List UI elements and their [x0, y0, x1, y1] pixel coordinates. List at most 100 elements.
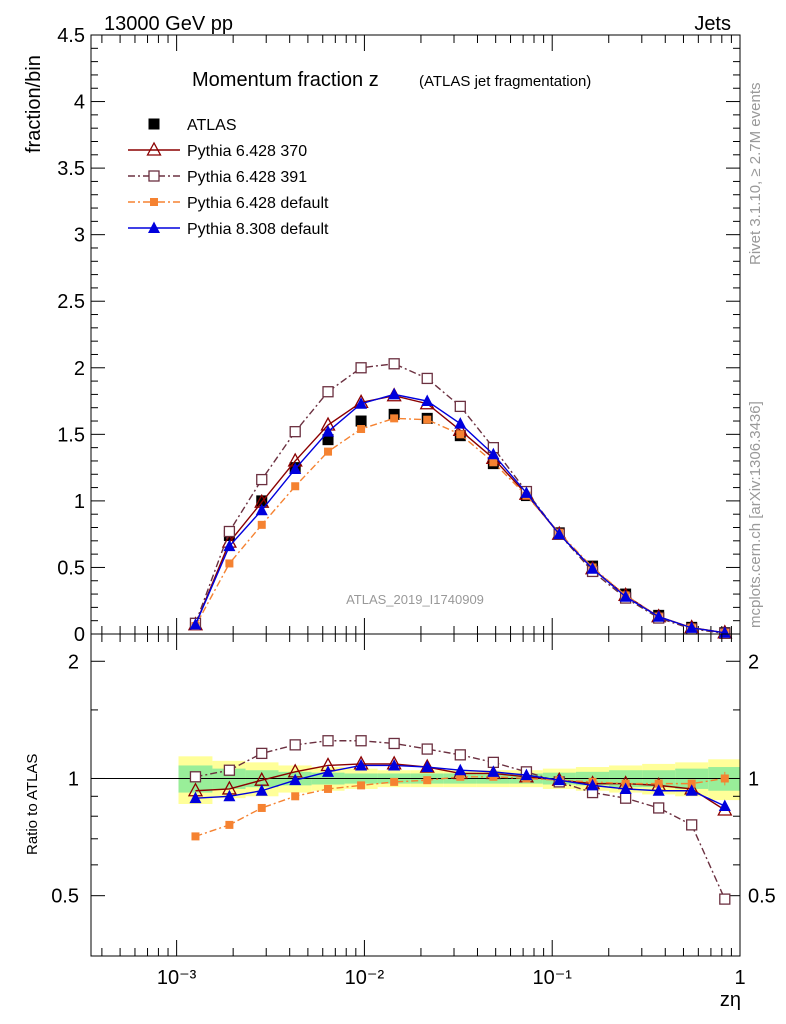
legend: ATLAS Pythia 6.428 370 Pythia 6.428 391 Pyt…	[128, 117, 329, 238]
ratio-data-point	[619, 792, 632, 804]
data-point	[454, 400, 466, 413]
main-y-axis: 0 0.5 1 1.5 2 2.5 3 3.5 4 4.5	[57, 25, 740, 646]
legend-label: Pythia 8.308 default	[187, 221, 329, 238]
main-y-tick-label: 1.5	[57, 424, 85, 446]
data-point	[223, 525, 236, 538]
ratio-data-point	[520, 768, 533, 781]
ratio-panel: 0.5 0.51 12 2 10⁻³ 10⁻² 10⁻¹ 1 Ratio to ATLAS …	[24, 633, 776, 1011]
watermark: ATLAS_2019_I1740909	[346, 592, 484, 607]
data-point	[586, 562, 599, 574]
ratio-data-point	[257, 803, 266, 812]
data-point	[289, 462, 302, 474]
ratio-x-axis: 10⁻³ 10⁻² 10⁻¹ 1	[101, 634, 746, 989]
main-y-tick-label: 3.5	[57, 158, 85, 180]
data-point	[257, 520, 266, 529]
data-point	[189, 618, 202, 630]
ratio-data-point	[191, 832, 200, 841]
data-point	[423, 415, 432, 424]
data-point	[256, 495, 268, 507]
x-tick-label: 10⁻¹	[532, 967, 572, 989]
ratio-data-point	[619, 782, 632, 794]
data-point	[223, 539, 236, 552]
ratio-y-axis-label: Ratio to ATLAS	[24, 754, 41, 855]
data-point	[421, 394, 434, 407]
ratio-data-point	[553, 773, 566, 786]
ratio-data-point	[586, 778, 599, 791]
main-y-tick-label: 3	[74, 225, 85, 247]
main-y-tick-label: 0.5	[57, 557, 85, 579]
main-y-tick-label: 4.5	[57, 25, 85, 47]
ratio-data-point	[652, 784, 665, 796]
chart-title: Momentum fraction z	[192, 69, 379, 91]
data-point	[322, 434, 334, 446]
data-point	[421, 372, 433, 385]
legend-label: Pythia 6.428 370	[187, 143, 307, 160]
ratio-data-point	[189, 791, 202, 804]
ratio-data-point	[719, 893, 731, 905]
ratio-data-point	[223, 764, 236, 776]
main-y-tick-label: 4	[74, 92, 85, 114]
ratio-data-point	[322, 735, 334, 747]
x-tick-label: 10⁻³	[157, 967, 197, 989]
data-point	[456, 430, 465, 439]
main-series-group	[187, 358, 733, 639]
ratio-data-point	[289, 773, 302, 786]
ratio-series-group	[187, 735, 733, 905]
ratio-data-point	[322, 765, 335, 777]
ratio-data-point	[324, 784, 333, 793]
ratio-data-point	[685, 784, 698, 796]
data-point	[388, 387, 401, 400]
ratio-data-point	[454, 749, 466, 761]
ratio-data-point	[423, 776, 432, 785]
legend-item-atlas: ATLAS	[148, 117, 237, 134]
legend-label: Pythia 6.428 default	[187, 195, 329, 212]
ratio-data-point	[388, 758, 401, 771]
ratio-data-point	[255, 784, 268, 796]
data-point	[255, 503, 268, 516]
ratio-data-point	[487, 765, 500, 777]
legend-marker	[150, 198, 158, 206]
ratio-series-pythia-8-308-default	[189, 758, 731, 811]
data-point	[357, 425, 366, 434]
ratio-data-point	[421, 743, 433, 755]
ratio-data-point	[718, 799, 731, 811]
data-point	[553, 527, 566, 540]
main-y-tick-label: 2	[74, 358, 85, 380]
ratio-y-tick-label: 0.5	[51, 886, 79, 908]
ratio-data-point	[291, 792, 300, 801]
legend-item-pythia-8-308-default: Pythia 8.308 default	[128, 221, 329, 238]
data-point	[685, 621, 698, 633]
ratio-data-point	[421, 760, 434, 773]
legend-marker	[148, 170, 160, 182]
main-y-tick-label: 1	[74, 491, 85, 513]
x-axis-label: zη	[720, 989, 741, 1011]
ratio-series-pythia-6-428-default	[191, 772, 729, 841]
data-point	[225, 559, 234, 568]
main-y-tick-label: 2.5	[57, 291, 85, 313]
main-x-ticks	[101, 35, 741, 634]
ratio-data-point	[454, 763, 467, 776]
ratio-data-point	[686, 819, 698, 831]
ratio-data-point	[720, 774, 729, 783]
data-point	[487, 447, 500, 460]
data-point	[520, 486, 533, 498]
data-point	[322, 386, 334, 398]
ratio-data-point	[357, 781, 366, 790]
ratio-data-point	[388, 737, 400, 750]
ratio-y-tick-label: 1	[68, 768, 79, 790]
ratio-y-axis: 0.5 0.5 1 1 2 2	[51, 651, 776, 907]
ratio-data-point	[189, 771, 202, 783]
legend-item-pythia-6-428-370: Pythia 6.428 370	[128, 141, 307, 160]
ratio-data-point	[653, 802, 665, 814]
data-point	[489, 458, 498, 467]
data-point	[291, 482, 300, 491]
ratio-data-point	[687, 779, 696, 788]
ratio-frame	[90, 633, 741, 957]
process-label: Jets	[694, 13, 731, 35]
ratio-y-tick-label-right: 0.5	[748, 886, 776, 908]
legend-marker	[148, 221, 160, 233]
data-point	[652, 610, 665, 622]
data-point	[355, 415, 367, 427]
legend-marker	[148, 118, 160, 130]
